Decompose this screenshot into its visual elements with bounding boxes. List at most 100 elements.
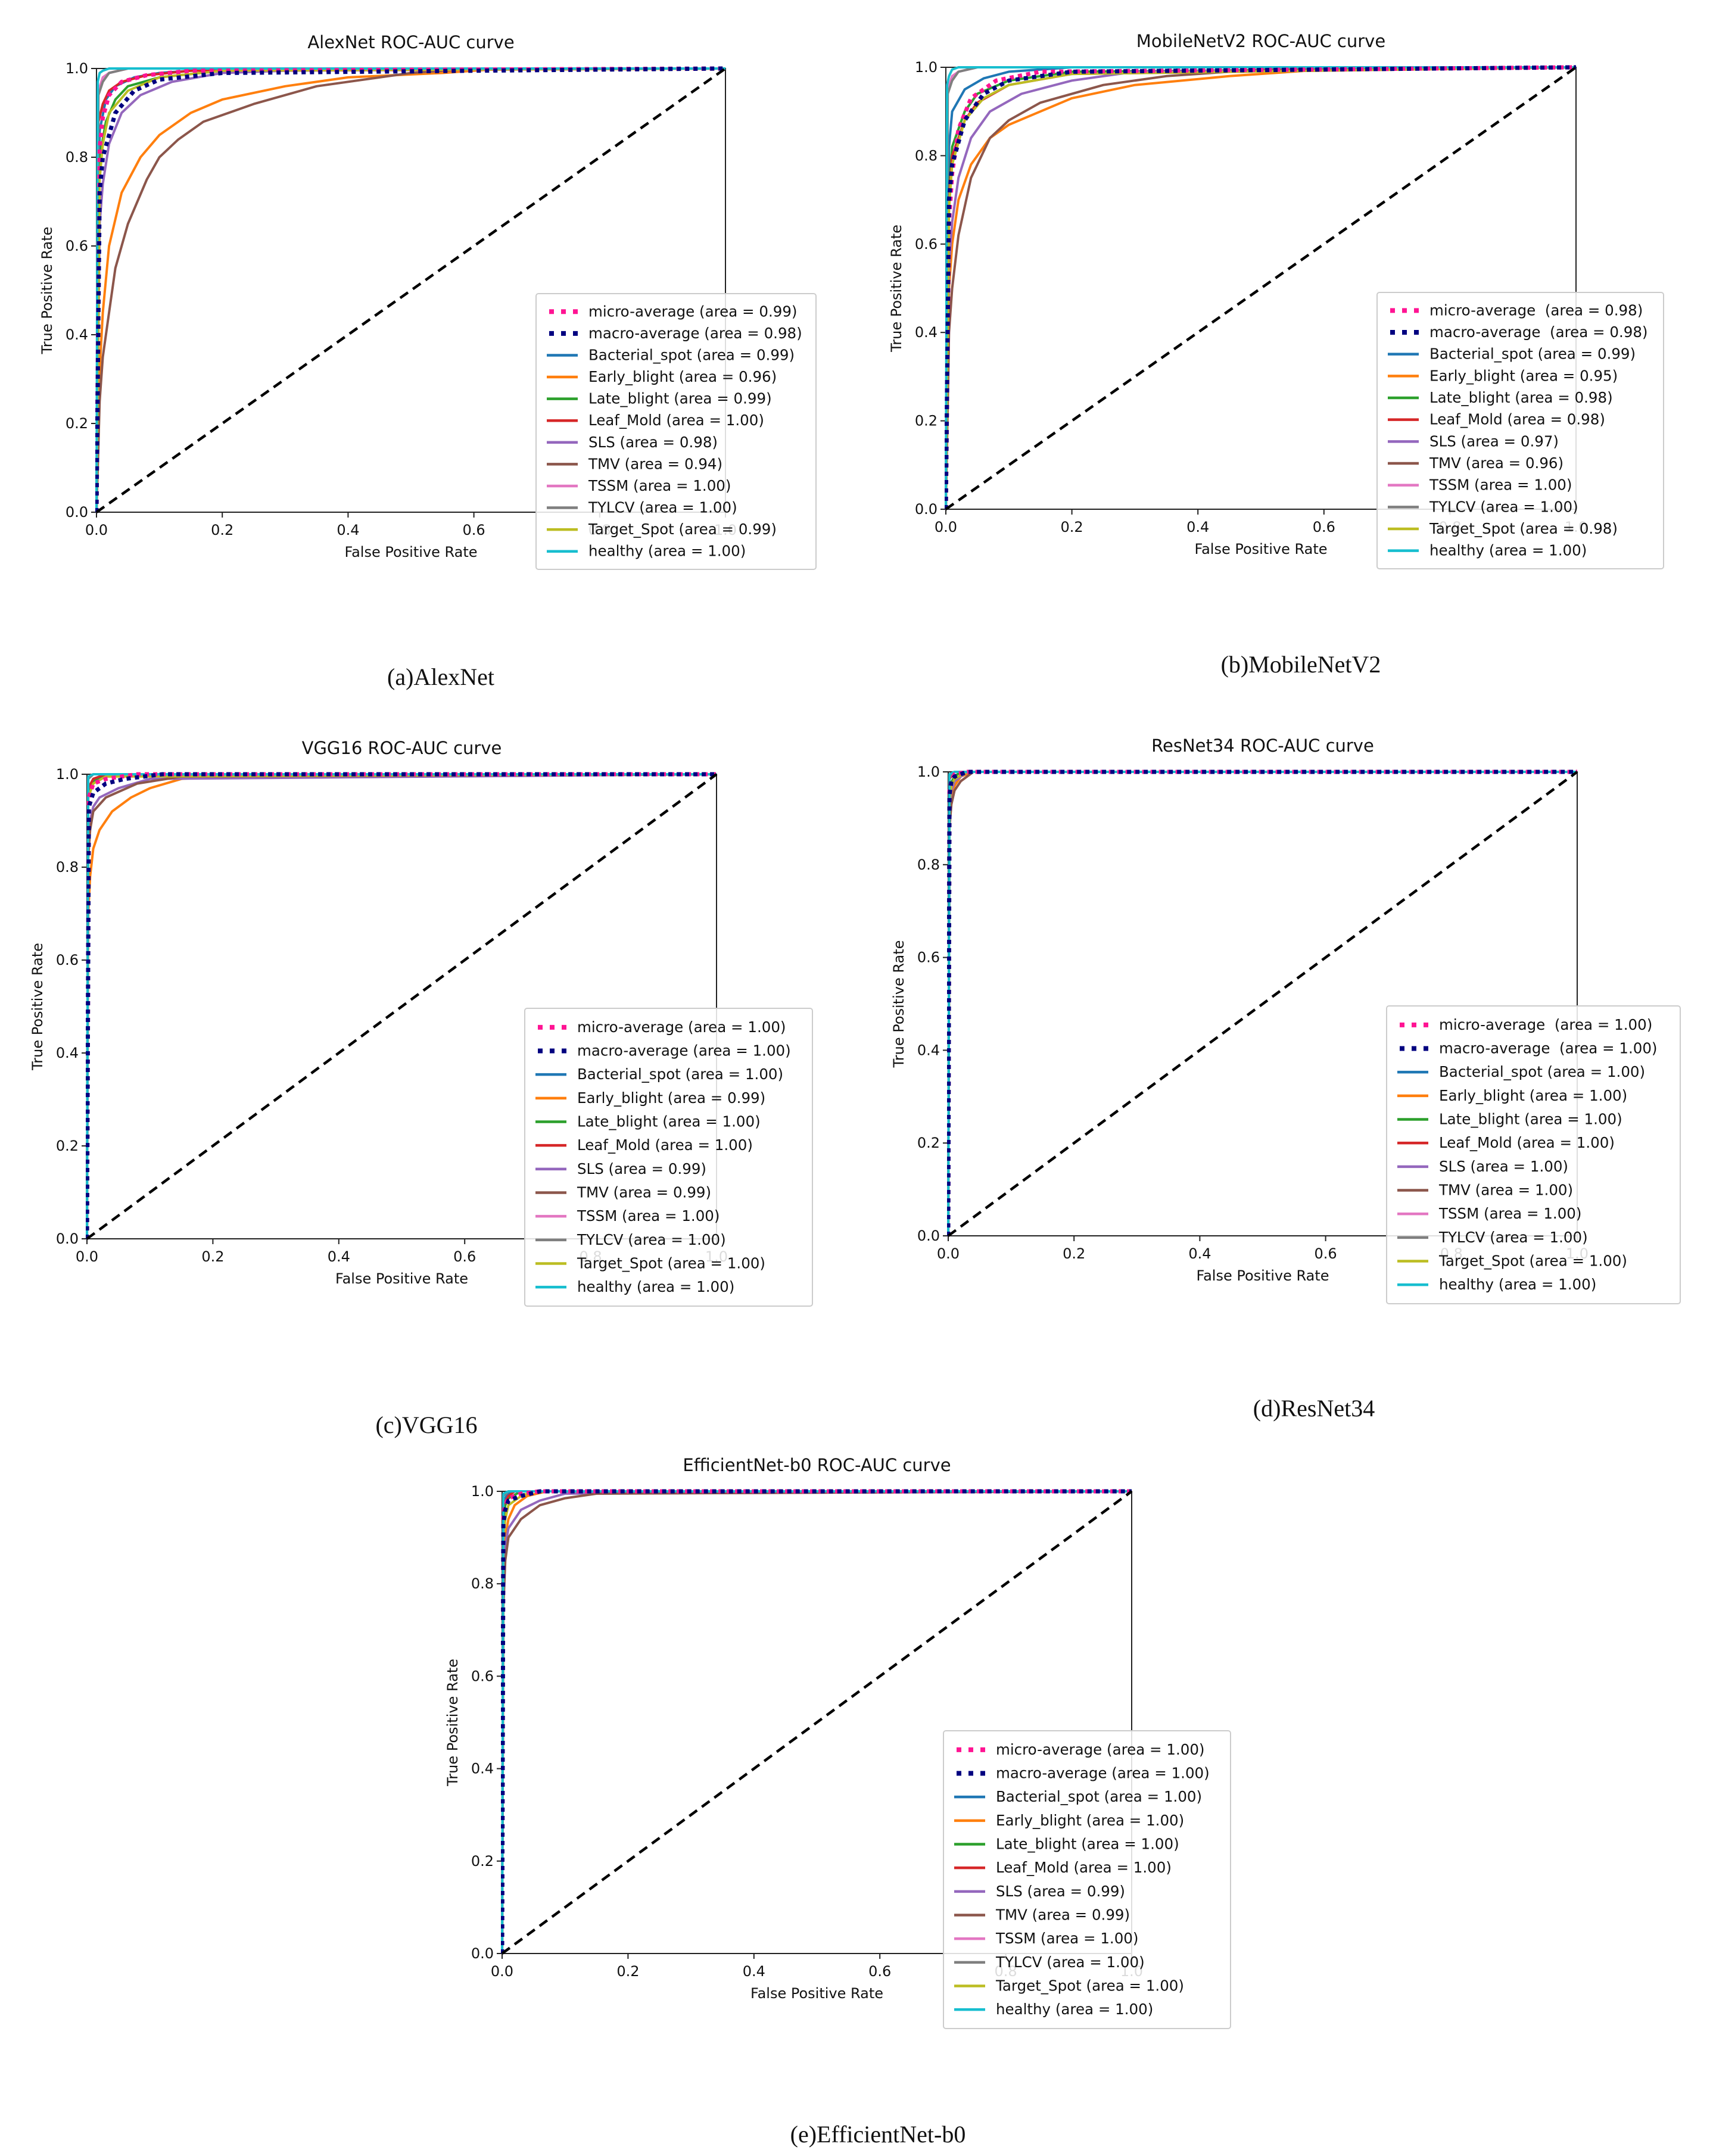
legend-label: micro-average (area = 0.98) — [1429, 301, 1643, 319]
roc-line-chance — [945, 66, 1577, 510]
legend-label: Target_Spot (area = 1.00) — [1438, 1253, 1627, 1270]
legend-auc-value: 0.96 — [739, 368, 771, 385]
legend-series-name: Bacterial_spot — [1439, 1063, 1543, 1080]
legend-auc-value: 1.00 — [696, 1278, 729, 1295]
legend-auc-value: 0.99 — [727, 1089, 760, 1107]
y-tick-label: 0.2 — [915, 413, 938, 429]
legend-area-prefix: (area = — [658, 1113, 722, 1130]
legend-area-prefix: (area = — [1461, 454, 1525, 472]
legend-label: Late_blight (area = 0.98) — [1429, 389, 1613, 406]
legend-area-prefix: (area = — [1494, 1276, 1558, 1293]
legend-series-name: micro-average — [588, 303, 694, 320]
legend-area-suffix: ) — [1562, 1158, 1568, 1175]
series-lines — [945, 65, 1577, 510]
x-tick-label: 0.6 — [453, 1248, 476, 1265]
legend-label: Late_blight (area = 1.00) — [1439, 1111, 1622, 1128]
legend-series-name: TSSM — [995, 1930, 1036, 1947]
legend-area-suffix: ) — [1173, 1836, 1179, 1853]
legend-area-suffix: ) — [700, 1160, 706, 1177]
legend-area-prefix: (area = — [1471, 1182, 1535, 1199]
legend-auc-value: 1.00 — [1589, 1087, 1622, 1104]
y-tick-label: 0.6 — [917, 949, 940, 966]
legend-series-name: TMV — [995, 1906, 1027, 1924]
x-tick-label: 0.6 — [868, 1963, 891, 1980]
legend-label: healthy (area = 1.00) — [1439, 1276, 1596, 1293]
y-tick-label: 0.4 — [917, 1042, 940, 1058]
figure-caption: (d)ResNet34 — [1253, 1395, 1375, 1422]
legend-area-prefix: (area = — [1515, 367, 1580, 384]
legend-series-name: SLS — [996, 1883, 1023, 1900]
legend-label: SLS (area = 0.99) — [996, 1883, 1125, 1900]
chart-title: AlexNet ROC-AUC curve — [307, 32, 514, 52]
legend-box — [1376, 292, 1664, 569]
legend-area-prefix: (area = — [1027, 1906, 1092, 1924]
legend-series-name: Late_blight — [588, 390, 669, 407]
legend-area-suffix: ) — [1591, 1276, 1597, 1293]
legend-auc-value: 1.00 — [688, 1231, 721, 1248]
legend-area-suffix: ) — [1637, 301, 1643, 319]
legend-auc-value: 1.00 — [1534, 476, 1566, 494]
y-tick-label: 0.0 — [915, 501, 938, 518]
roc-line-early-blight — [95, 67, 725, 513]
legend-series-name: TYLCV — [1438, 1229, 1485, 1246]
legend-area-suffix: ) — [760, 1089, 766, 1107]
legend-series-name: healthy — [1429, 542, 1484, 559]
y-tick-label: 0.6 — [915, 236, 938, 253]
series-lines — [947, 769, 1578, 1237]
legend-label: macro-average (area = 0.98) — [588, 325, 802, 342]
legend-series-name: Target_Spot — [1429, 520, 1515, 537]
legend-label: Target_Spot (area = 1.00) — [577, 1255, 765, 1272]
legend-area-prefix: (area = — [617, 1207, 681, 1225]
legend-auc-value: 1.00 — [745, 1065, 778, 1083]
legend-area-prefix: (area = — [1051, 2001, 1115, 2018]
x-tick-label: 0.0 — [491, 1963, 513, 1980]
legend-label: micro-average (area = 1.00) — [577, 1018, 786, 1036]
y-tick-label: 0.0 — [56, 1230, 79, 1247]
legend-series-name: Target_Spot — [1438, 1253, 1525, 1270]
legend-area-prefix: (area = — [643, 543, 708, 560]
roc-line-micro — [95, 66, 726, 513]
x-tick-label: 0.4 — [337, 522, 359, 538]
legend-auc-value: 1.00 — [722, 1113, 755, 1130]
legend-area-suffix: ) — [766, 390, 772, 407]
legend-auc-value: 1.00 — [1558, 1276, 1591, 1293]
legend-label: TMV (area = 0.99) — [995, 1906, 1130, 1924]
x-tick-label: 0.6 — [463, 522, 485, 538]
roc-line-sls — [945, 66, 1577, 510]
roc-line-healthy — [947, 771, 1577, 1236]
x-tick-label: 0.4 — [328, 1248, 350, 1265]
legend-area-prefix: (area = — [1082, 1812, 1146, 1829]
legend-area-suffix: ) — [1553, 432, 1559, 450]
legend-area-suffix: ) — [1566, 476, 1572, 494]
legend-label: macro-average (area = 1.00) — [996, 1765, 1210, 1782]
legend-auc-value: 0.99 — [759, 303, 792, 320]
legend-label: Late_blight (area = 1.00) — [577, 1113, 761, 1130]
legend-label: Target_Spot (area = 0.98) — [1429, 520, 1618, 537]
y-tick-label: 0.4 — [66, 326, 88, 343]
legend-area-suffix: ) — [1558, 454, 1564, 472]
legend-area-prefix: (area = — [1023, 1883, 1087, 1900]
legend-area-prefix: (area = — [632, 1278, 696, 1295]
legend-auc-value: 0.99 — [734, 390, 767, 407]
legend-auc-value: 1.00 — [1146, 1812, 1179, 1829]
legend-area-suffix: ) — [1139, 1954, 1145, 1971]
legend-auc-value: 0.98 — [1567, 411, 1600, 428]
x-tick-label: 0.2 — [1061, 519, 1083, 535]
legend-area-suffix: ) — [1622, 1087, 1628, 1104]
legend-series-name: macro-average — [1429, 323, 1545, 341]
legend-area-suffix: ) — [1612, 367, 1618, 384]
legend-area-prefix: (area = — [1540, 301, 1605, 319]
x-tick-label: 0.2 — [616, 1963, 639, 1980]
y-tick-label: 1.0 — [917, 764, 940, 780]
chart-title: ResNet34 ROC-AUC curve — [1151, 736, 1374, 756]
y-tick-label: 1.0 — [56, 766, 79, 783]
legend-auc-value: 1.00 — [1584, 1111, 1617, 1128]
legend-area-prefix: (area = — [662, 412, 726, 429]
legend-label: TMV (area = 1.00) — [1438, 1182, 1573, 1199]
roc-line-chance — [501, 1490, 1133, 1955]
legend-auc-value: 1.00 — [1540, 498, 1573, 515]
legend-area-prefix: (area = — [1036, 1930, 1100, 1947]
legend-auc-value: 1.00 — [727, 1255, 760, 1272]
legend-label: Target_Spot (area = 1.00) — [995, 1977, 1184, 1995]
legend-area-suffix: ) — [792, 303, 798, 320]
